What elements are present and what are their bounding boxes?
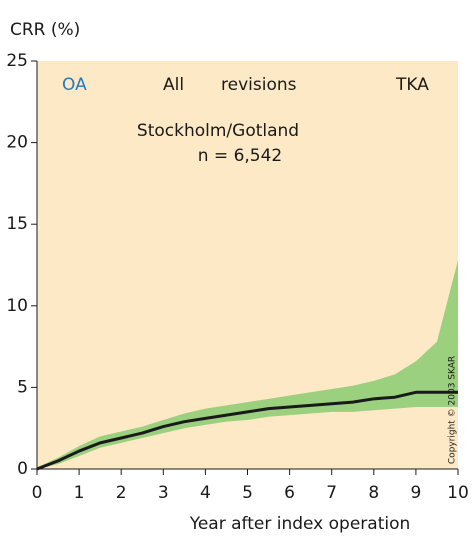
annotation: TKA [395,75,429,95]
x-tick-label: 6 [284,483,295,503]
x-tick-label: 5 [242,483,253,503]
y-tick-label: 20 [6,133,28,153]
annotation: n = 6,542 [198,146,283,166]
y-tick-label: 15 [6,214,28,234]
x-tick-label: 8 [368,483,379,503]
y-tick-label: 5 [17,377,28,397]
annotation: All [163,75,184,95]
x-tick-label: 3 [158,483,169,503]
x-tick-label: 10 [447,483,469,503]
annotation: OA [62,75,87,95]
annotation: revisions [221,75,297,95]
annotation: Stockholm/Gotland [137,121,299,141]
y-tick-label: 0 [17,459,28,479]
y-tick-label: 10 [6,296,28,316]
x-tick-label: 0 [32,483,43,503]
crr-line [36,390,458,471]
confidence-band [37,260,458,469]
x-tick-label: 1 [74,483,85,503]
x-tick-label: 7 [326,483,337,503]
copyright: Copyright © 2003 SKAR [448,356,458,464]
y-axis-label: CRR (%) [10,20,80,40]
x-tick-label: 9 [410,483,421,503]
x-tick-label: 4 [200,483,211,503]
x-tick-label: 2 [116,483,127,503]
y-tick-label: 25 [6,51,28,71]
x-axis-label: Year after index operation [189,514,411,534]
